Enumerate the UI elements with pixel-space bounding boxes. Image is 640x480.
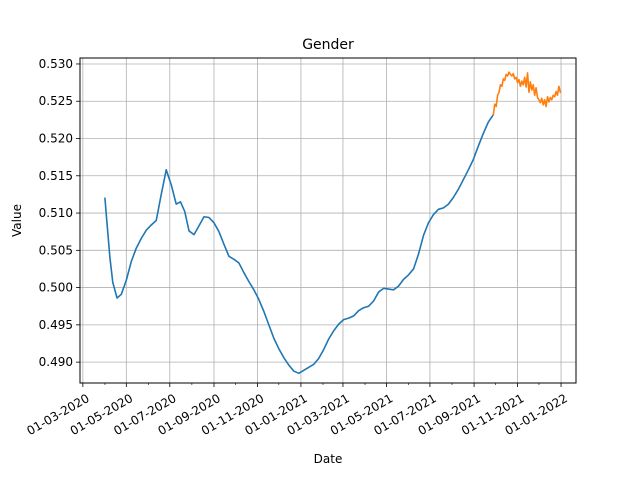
series-layer [104,71,562,375]
x-axis-title: Date [314,452,343,466]
y-tick-label: 0.500 [39,281,73,295]
series-line-1 [104,113,495,375]
chart-title: Gender [302,37,354,53]
y-tick-label: 0.530 [39,57,73,71]
y-tick-label: 0.490 [39,355,73,369]
y-tick-label: 0.495 [39,318,73,332]
y-tick-label: 0.505 [39,243,73,257]
y-tick-label: 0.515 [39,169,73,183]
y-axis-title: Value [10,204,24,237]
plot-area-frame [79,57,577,384]
y-axis: 0.490 0.495 0.500 0.505 0.510 0.515 0.520 0.525… [39,57,80,369]
y-tick-label: 0.510 [39,206,73,220]
y-tick-label: 0.520 [39,132,73,146]
y-tick-label: 0.525 [39,94,73,108]
grid-lines [80,58,576,383]
series-line-2 [492,71,562,116]
